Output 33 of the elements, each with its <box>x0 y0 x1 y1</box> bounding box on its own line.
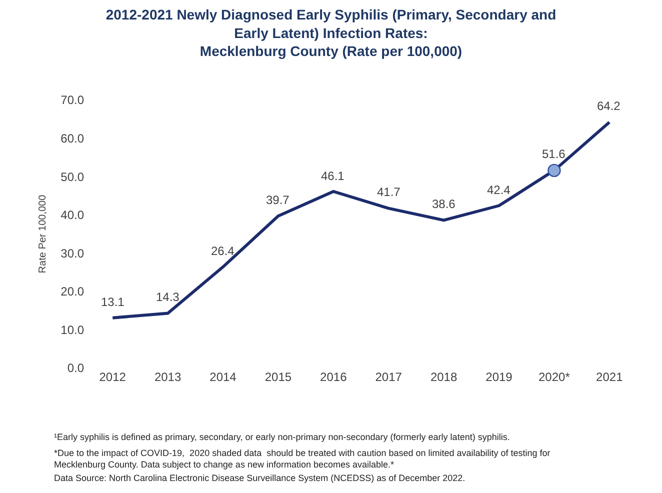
data-label: 38.6 <box>432 197 456 211</box>
data-label: 26.4 <box>211 244 235 258</box>
y-tick-label: 20.0 <box>60 284 84 299</box>
data-label: 46.1 <box>321 169 345 183</box>
x-tick-label: 2019 <box>486 370 513 384</box>
x-tick-label: 2014 <box>210 370 237 384</box>
x-tick-label: 2015 <box>264 370 292 384</box>
y-tick-label: 70.0 <box>60 93 84 108</box>
y-tick-label: 40.0 <box>60 208 84 222</box>
text: *Due to the impact of COVID-19, 2020 shaded data should be treated with caution based on limited availability of testing for Mecklenburg County. Data subject to change as new information becomes available.* <box>54 448 550 470</box>
x-tick-label: 2012 <box>99 370 126 384</box>
text: ¹Early syphilis is defined as primary, secondary, or early non-primary non-secondary (formerly early latent) syphilis. <box>54 432 510 442</box>
data-label: 13.1 <box>101 295 125 309</box>
x-tick-label: 2018 <box>430 370 458 384</box>
chart-title: 2012-2021 Newly Diagnosed Early Syphilis (Primary, Secondary and Early Latent) Infection Rates: Mecklenburg County (Rate per 100,000) <box>106 6 556 60</box>
x-tick-label: 2013 <box>154 370 182 384</box>
data-label: 42.4 <box>487 183 511 197</box>
y-axis-title: Rate Per 100,000 <box>38 194 49 274</box>
y-tick-label: 30.0 <box>60 246 84 260</box>
data-label: 64.2 <box>597 99 621 113</box>
x-tick-label: 2017 <box>375 370 402 384</box>
y-tick-label: 10.0 <box>60 322 84 337</box>
y-tick-label: 0.0 <box>67 361 84 376</box>
source-note: Data Source: North Carolina Electronic Disease Surveillance System (NCEDSS) as of December 2022. <box>54 473 466 483</box>
x-tick-label: 2021 <box>596 370 624 384</box>
y-tick-label: 50.0 <box>60 170 84 184</box>
data-label: 51.6 <box>542 147 566 161</box>
data-label: 41.7 <box>377 185 401 199</box>
y-tick-label: 60.0 <box>60 131 84 146</box>
x-tick-label: 2020* <box>538 370 570 384</box>
data-label: 14.3 <box>156 290 180 304</box>
x-tick-label: 2016 <box>320 370 348 384</box>
data-label: 39.7 <box>266 193 290 207</box>
